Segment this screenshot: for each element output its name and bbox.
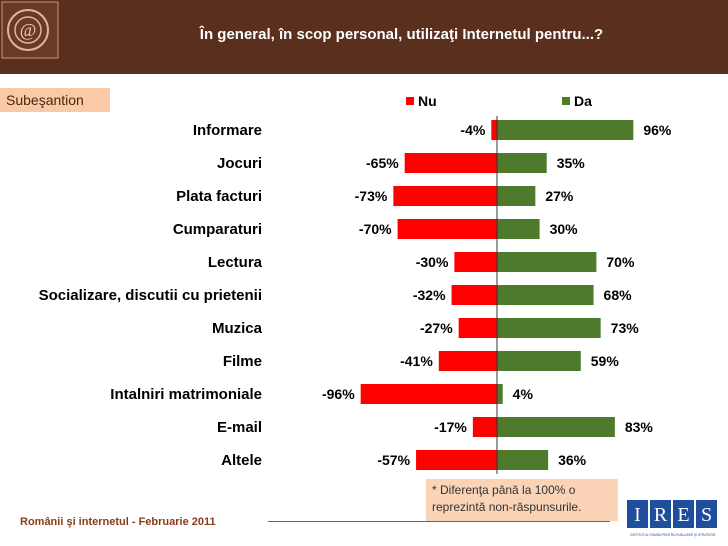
stamp-logo-icon: @: [1, 1, 59, 59]
bar-nu: [416, 450, 497, 470]
data-label-nu: -4%: [460, 122, 485, 138]
bar-da: [497, 318, 601, 338]
data-label-da: 35%: [557, 155, 586, 171]
bar-da: [497, 219, 540, 239]
category-label: Intalniri matrimoniale: [110, 386, 262, 403]
data-label-da: 73%: [611, 320, 640, 336]
note-box: * Diferenţa până la 100% o reprezintă no…: [426, 479, 618, 521]
bar-da: [497, 351, 581, 371]
data-label-nu: -41%: [400, 353, 433, 369]
diverging-bar-chart: Nu Da Informare -4% 96% Jocuri -65% 35% Plata fa…: [39, 93, 672, 474]
category-label: Altele: [221, 452, 262, 469]
header-bar: @ În general, în scop personal, utilizaţ…: [0, 0, 728, 74]
bar-da: [497, 450, 549, 470]
legend-swatch-da: [562, 97, 570, 105]
data-label-da: 36%: [558, 452, 587, 468]
bar-nu: [397, 219, 497, 239]
data-label-nu: -70%: [359, 221, 392, 237]
legend-label-da: Da: [574, 93, 592, 109]
data-label-da: 70%: [606, 254, 635, 270]
ires-letter: I: [634, 504, 641, 526]
bar-nu: [458, 318, 497, 338]
bar-nu: [360, 384, 497, 404]
category-label: Socializare, discutii cu prietenii: [39, 287, 262, 304]
data-label-da: 83%: [625, 419, 654, 435]
category-label: Jocuri: [217, 155, 262, 172]
data-label-da: 96%: [643, 122, 672, 138]
category-label: Muzica: [212, 320, 263, 337]
bar-da: [497, 153, 547, 173]
bar-da: [497, 120, 634, 140]
ires-letter: S: [701, 504, 712, 526]
category-label: Lectura: [208, 254, 263, 271]
page-title: În general, în scop personal, utilizaţi …: [199, 26, 604, 43]
ires-letter-box: [627, 500, 648, 528]
data-label-nu: -17%: [434, 419, 467, 435]
ires-letter: E: [677, 504, 689, 526]
subsample-tag: Subeşantion: [0, 88, 110, 112]
bar-nu: [438, 351, 497, 371]
ires-letter-box: [696, 500, 717, 528]
bar-da: [497, 252, 597, 272]
data-label-da: 59%: [591, 353, 620, 369]
data-label-da: 4%: [513, 386, 534, 402]
data-label-da: 68%: [604, 287, 633, 303]
data-label-da: 30%: [550, 221, 579, 237]
bar-da: [497, 417, 615, 437]
bar-nu: [393, 186, 497, 206]
bar-nu: [454, 252, 497, 272]
footer-divider: [268, 521, 610, 522]
category-label: Plata facturi: [176, 188, 262, 205]
data-label-nu: -65%: [366, 155, 399, 171]
category-label: Informare: [193, 122, 262, 139]
category-label: E-mail: [217, 419, 262, 436]
ires-letter-box: [650, 500, 671, 528]
bar-da: [497, 285, 594, 305]
bar-nu: [451, 285, 497, 305]
ires-letter: R: [654, 504, 668, 526]
legend-label-nu: Nu: [418, 93, 437, 109]
data-label-nu: -96%: [322, 386, 355, 402]
ires-caption: INSTITUTUL ROMÂN PENTRU EVALUARE ŞI STRA…: [630, 533, 715, 537]
bar-nu: [404, 153, 497, 173]
footer-text: Românii şi internetul - Februarie 2011: [20, 516, 216, 528]
bar-nu: [472, 417, 497, 437]
bar-da: [497, 186, 536, 206]
svg-text:@: @: [20, 20, 37, 40]
legend-swatch-nu: [406, 97, 414, 105]
category-label: Filme: [223, 353, 262, 370]
data-label-nu: -57%: [377, 452, 410, 468]
ires-letter-box: [673, 500, 694, 528]
data-label-da: 27%: [545, 188, 574, 204]
category-label: Cumparaturi: [173, 221, 262, 238]
data-label-nu: -32%: [413, 287, 446, 303]
data-label-nu: -30%: [416, 254, 449, 270]
data-label-nu: -73%: [355, 188, 388, 204]
data-label-nu: -27%: [420, 320, 453, 336]
